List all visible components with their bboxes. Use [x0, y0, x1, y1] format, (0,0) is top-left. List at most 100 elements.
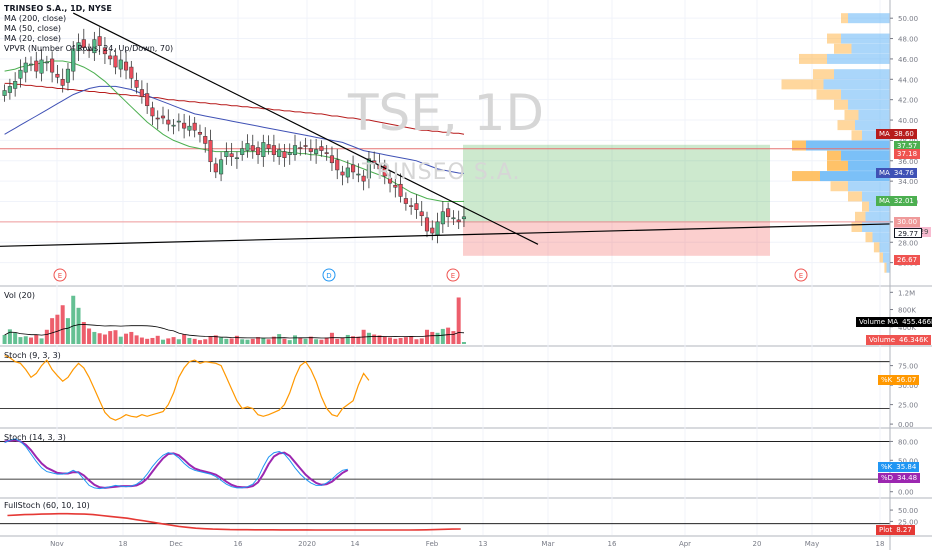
x-axis: Nov 18 Dec 16 2020 14 Feb 13 Mar 16 Apr 20 May 18 [0, 535, 932, 548]
price-tick-label: 36.00 [898, 158, 918, 166]
vpvr-up-bar [841, 33, 890, 44]
volume-bar [461, 342, 466, 344]
volume-bar [155, 335, 160, 344]
vpvr-up-bar [879, 242, 890, 253]
stoch9-pane-label[interactable]: Stoch (9, 3, 3) [4, 351, 61, 360]
stoch14-d-tag: %D 34.48 [878, 473, 921, 484]
chart-title[interactable]: TRINSEO S.A., 1D, NYSE [4, 4, 112, 13]
horizontal-levels[interactable] [0, 148, 890, 223]
candle-body [34, 60, 39, 72]
vpvr-down-bar [827, 160, 848, 171]
volume-bar [245, 339, 250, 344]
volume-bar [76, 307, 81, 344]
volume-bar [372, 334, 377, 344]
volume-bar [182, 334, 187, 344]
legend-ma20[interactable]: MA (20, close) [4, 34, 62, 43]
volume-bar [319, 339, 324, 344]
vpvr-down-bar [813, 69, 834, 80]
fullstoch-pane-label[interactable]: FullStoch (60, 10, 10) [4, 501, 90, 510]
legend-vpvr[interactable]: VPVR (Number Of Rows, 24, Up/Down, 70) [4, 44, 174, 53]
vpvr-up-bar [827, 53, 890, 64]
candle-body [435, 221, 440, 236]
take-profit-zone [463, 144, 770, 222]
candle-body [208, 140, 213, 163]
volume-bar [60, 305, 65, 344]
candle-body [409, 205, 414, 207]
candle-body [382, 165, 387, 177]
candle-body [351, 164, 356, 173]
volume-bar [224, 338, 229, 344]
vpvr-down-bar [792, 171, 820, 182]
volume-bar [171, 337, 176, 344]
vpvr-down-bar [827, 33, 841, 44]
candle-body [197, 132, 203, 135]
stoch14-k-line [4, 438, 348, 490]
volume-bar [113, 330, 118, 344]
vpvr-up-bar [848, 181, 890, 192]
position-zones[interactable] [463, 144, 770, 256]
volume-bar [81, 322, 86, 344]
trendline-price-tag: 29.77 [894, 228, 923, 239]
vpvr-up-bar [834, 69, 890, 80]
take-profit-price-tag: 37.57 [894, 140, 921, 151]
time-tick-label: Nov [50, 540, 64, 548]
volume-bar [382, 336, 387, 344]
candle-body [430, 227, 435, 234]
volume-bar [187, 337, 192, 344]
volume-bar [71, 295, 76, 344]
volume-tick-label: 400K [898, 324, 916, 332]
vol-pane-label[interactable]: Vol (20) [4, 291, 35, 300]
time-tick-label: 18 [876, 540, 885, 548]
candle-body [81, 39, 86, 48]
vpvr-down-bar [851, 221, 862, 232]
volume-bar [129, 331, 134, 344]
volume-ma-line [4, 324, 465, 339]
legend-ma200[interactable]: MA (200, close) [4, 14, 67, 23]
volume-bar [308, 336, 313, 344]
volume-bar [277, 334, 282, 344]
volume-bar [430, 331, 435, 344]
time-tick-label: 16 [234, 540, 243, 548]
candle-body [250, 145, 255, 151]
candle-body [277, 149, 282, 157]
candle-body [203, 136, 208, 144]
fullstoch-tick-label: 25.00 [898, 518, 918, 526]
candle-body [403, 198, 408, 204]
volume-last-tag: Volume 46.346K [866, 335, 932, 345]
candle-body [87, 49, 92, 52]
volume-bar [314, 339, 319, 344]
volume-bar [298, 337, 303, 344]
stoch14-pane-label[interactable]: Stoch (14, 3, 3) [4, 433, 66, 442]
volume-bar [440, 328, 445, 344]
volume-bar [271, 336, 276, 344]
candle-body [13, 81, 18, 89]
fullstoch-line [7, 512, 461, 531]
candle-body [361, 175, 366, 182]
volume-bar [44, 329, 49, 344]
candle-body [7, 86, 12, 93]
candle-body [240, 148, 245, 155]
volume-bar [161, 339, 165, 344]
candle-body [23, 62, 28, 73]
stoch9-tick-label: 25.00 [898, 402, 918, 410]
volume-bar [229, 338, 234, 344]
vpvr-down-bar [837, 120, 855, 131]
trend-lines[interactable] [0, 12, 891, 247]
candle-body [123, 61, 129, 71]
vpvr-down-bar [855, 211, 866, 222]
stoch-9-pane [0, 354, 890, 421]
candle-body [134, 80, 139, 88]
price-tick-label: 46.00 [898, 56, 918, 64]
candle-body [39, 59, 44, 74]
candle-body [145, 93, 150, 107]
vpvr-up-bar [823, 79, 890, 90]
volume-bar [29, 337, 33, 344]
volume-bar [150, 337, 155, 344]
legend-ma50[interactable]: MA (50, close) [4, 24, 62, 33]
candle-body [2, 90, 7, 96]
vpvr-up-bar [883, 252, 890, 263]
vpvr-down-bar [841, 13, 848, 24]
vpvr-down-bar [781, 79, 824, 90]
